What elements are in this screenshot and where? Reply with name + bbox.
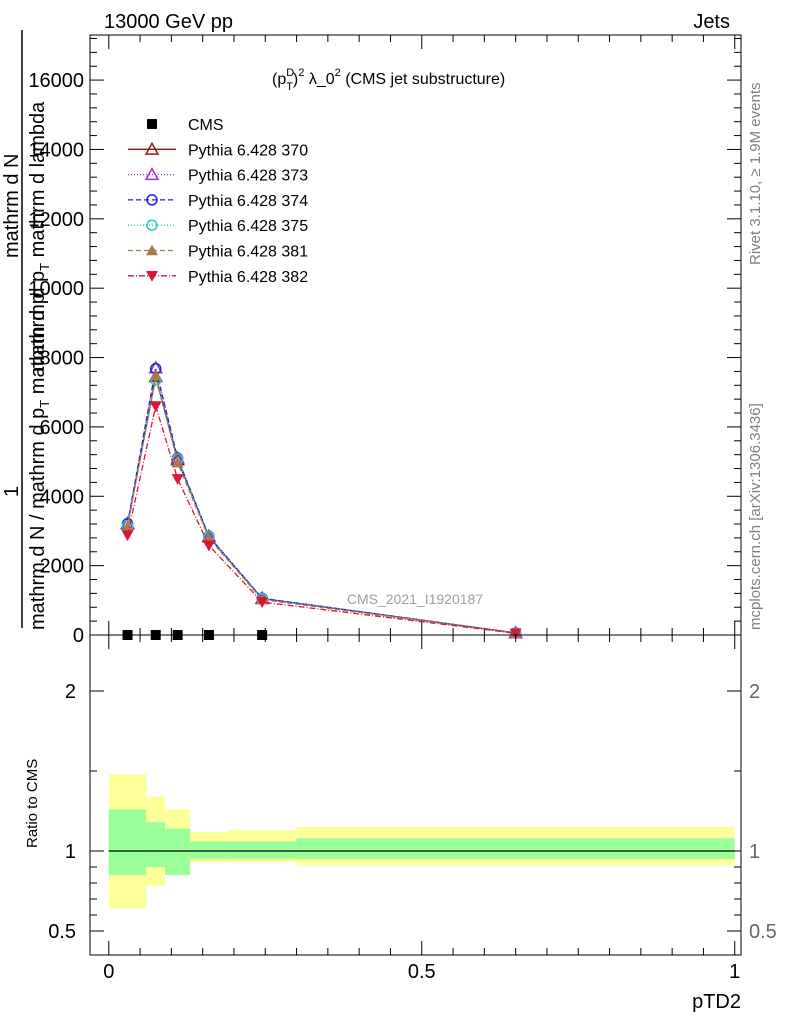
main-y-tick-label: 2000 bbox=[40, 556, 85, 578]
main-y-tick-label: 8000 bbox=[40, 348, 85, 370]
legend-marker bbox=[147, 119, 157, 129]
main-y-tick-label: 14000 bbox=[28, 139, 84, 161]
rivet-label: Rivet 3.1.10, ≥ 1.9M events bbox=[747, 83, 764, 266]
y-label-one: 1 bbox=[1, 486, 23, 497]
ratio-y-axis-label: Ratio to CMS bbox=[24, 759, 41, 848]
legend-label: CMS bbox=[188, 117, 224, 134]
ratio-band-inner bbox=[296, 838, 735, 859]
y-label-denominator: mathrm d N / mathrm d pT mathrm d p bbox=[27, 293, 52, 630]
ratio-band-inner bbox=[108, 809, 147, 875]
main-y-axis-label: mathrm d N mathrm d N / mathrm d pT math… bbox=[1, 30, 52, 630]
header-left: 13000 GeV pp bbox=[104, 11, 233, 33]
watermark: CMS_2021_I1920187 bbox=[347, 591, 483, 607]
legend-item: Pythia 6.428 373 bbox=[128, 167, 308, 185]
legend-marker bbox=[146, 244, 158, 256]
ratio-band-inner bbox=[165, 828, 191, 875]
main-y-tick-label: 6000 bbox=[40, 417, 85, 439]
ratio-y-tick-label-right: 2 bbox=[749, 681, 760, 703]
data-point bbox=[171, 474, 184, 485]
ratio-band-inner bbox=[146, 822, 166, 867]
legend-label: Pythia 6.428 375 bbox=[188, 218, 308, 235]
legend-marker bbox=[146, 219, 158, 231]
ratio-band-inner bbox=[190, 841, 228, 859]
y-label-numerator: mathrm d N bbox=[1, 154, 23, 258]
series-line bbox=[126, 403, 516, 634]
main-y-tick-label: 16000 bbox=[28, 70, 84, 92]
y-label-denominator-2: mathrm d pT mathrm d lambda bbox=[27, 101, 52, 372]
x-tick-label: 0.5 bbox=[408, 961, 436, 983]
main-plot-panel: 0 2000 4000 6000 8000 10000 12000 14000 16000 CM… bbox=[28, 34, 742, 647]
series-line bbox=[126, 379, 516, 634]
legend-marker bbox=[146, 194, 158, 206]
ratio-plot-panel: 0.5 0.5 1 1 2 2 0 0.5 1 Ratio to CMS bbox=[24, 634, 777, 983]
legend-marker bbox=[146, 271, 158, 282]
ratio-plot-frame bbox=[89, 634, 742, 956]
legend-item: Pythia 6.428 375 bbox=[128, 218, 308, 235]
legend-label: Pythia 6.428 382 bbox=[188, 269, 308, 286]
ratio-band-inner bbox=[227, 841, 297, 859]
data-point bbox=[121, 520, 134, 532]
legend-item: Pythia 6.428 374 bbox=[128, 193, 308, 210]
plot-title: (pD T)2 λ_02 (CMS jet substructure) bbox=[272, 67, 505, 93]
data-point bbox=[509, 628, 522, 640]
legend-item: Pythia 6.428 381 bbox=[128, 244, 308, 261]
x-axis-label: pTD2 bbox=[692, 991, 741, 1013]
data-point bbox=[171, 456, 184, 468]
legend-item: CMS bbox=[147, 117, 224, 134]
legend-label: Pythia 6.428 370 bbox=[188, 142, 308, 159]
legend-marker bbox=[144, 167, 160, 181]
data-point bbox=[149, 401, 162, 413]
main-y-tick-label: 10000 bbox=[28, 278, 84, 300]
ratio-y-tick-label: 1 bbox=[65, 841, 76, 863]
data-point bbox=[202, 540, 215, 552]
data-point bbox=[149, 369, 162, 381]
mcplots-label: mcplots.cern.ch [arXiv:1306.3436] bbox=[747, 403, 764, 630]
legend-label: Pythia 6.428 373 bbox=[188, 168, 308, 185]
legend: CMS Pythia 6.428 370 Pythia 6.428 373 Pythi… bbox=[128, 117, 308, 286]
legend-label: Pythia 6.428 381 bbox=[188, 244, 308, 261]
data-point bbox=[121, 530, 134, 542]
header-right: Jets bbox=[693, 11, 730, 33]
main-y-tick-label: 4000 bbox=[40, 486, 85, 508]
legend-item: Pythia 6.428 370 bbox=[128, 141, 308, 159]
x-tick-label: 1 bbox=[729, 961, 740, 983]
x-tick-label: 0 bbox=[103, 961, 114, 983]
series-pythia-6-428-382 bbox=[121, 401, 522, 640]
legend-label: Pythia 6.428 374 bbox=[188, 193, 308, 210]
ratio-y-tick-label-right: 1 bbox=[749, 841, 760, 863]
ratio-y-tick-label: 2 bbox=[65, 681, 76, 703]
main-y-tick-label: 12000 bbox=[28, 209, 84, 231]
ratio-y-tick-label-right: 0.5 bbox=[749, 921, 777, 943]
ratio-y-tick-label: 0.5 bbox=[48, 921, 76, 943]
data-point bbox=[256, 597, 269, 609]
series-line bbox=[126, 375, 516, 634]
main-y-tick-label: 0 bbox=[73, 625, 84, 647]
legend-marker bbox=[144, 141, 160, 155]
legend-item: Pythia 6.428 382 bbox=[128, 269, 308, 286]
